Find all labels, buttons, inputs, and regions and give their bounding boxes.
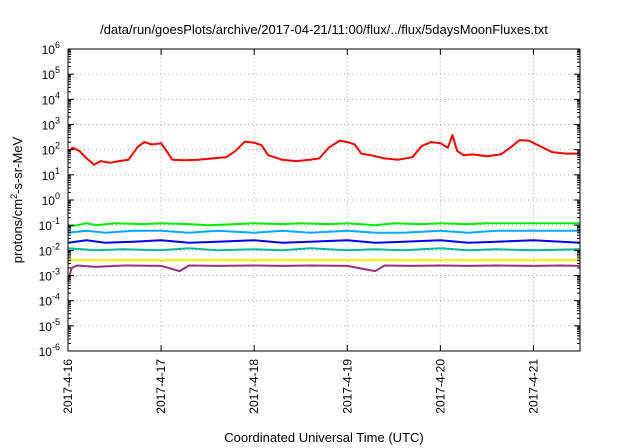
x-tick-label: 2017-4-20 [433, 359, 447, 414]
y-tick-label: 10-4 [39, 292, 60, 309]
y-tick-label: 101 [42, 166, 60, 183]
y-tick-label: 10-3 [39, 267, 60, 284]
x-tick-label: 2017-4-21 [526, 359, 540, 414]
series-line-3 [67, 229, 580, 234]
y-tick-label: 10-2 [39, 241, 60, 258]
plot-frame [67, 48, 581, 352]
y-tick-label: 104 [42, 90, 60, 107]
series-line-4 [67, 239, 581, 244]
x-tick-label: 2017-4-16 [61, 359, 75, 414]
grid [68, 49, 580, 351]
y-tick-label: 10-6 [39, 342, 60, 359]
y-axis: 10-6 10-5 10-4 10-3 10-2 10-1 100 101 102 103 104 1… [39, 40, 580, 359]
y-tick-label: 106 [42, 40, 60, 57]
x-tick-label: 2017-4-19 [340, 359, 354, 414]
y-tick-label: 102 [42, 141, 60, 158]
series-group [67, 134, 581, 282]
series-line-1 [67, 134, 580, 166]
y-axis-label: protons/cm2-s-sr-MeV [9, 136, 25, 263]
y-tick-label: 10-1 [39, 216, 60, 233]
x-tick-label: 2017-4-18 [247, 359, 261, 414]
y-tick-label: 103 [42, 116, 60, 133]
y-tick-label: 105 [42, 65, 60, 82]
x-axis-label: Coordinated Universal Time (UTC) [224, 430, 423, 445]
series-line-2 [67, 222, 580, 228]
x-tick-label: 2017-4-17 [154, 359, 168, 414]
chart-title: /data/run/goesPlots/archive/2017-04-21/1… [100, 22, 548, 37]
series-line-7 [67, 264, 581, 282]
y-tick-label: 10-5 [39, 317, 60, 334]
x-axis: 2017-4-16 2017-4-17 2017-4-18 2017-4-19 2017… [61, 49, 540, 414]
y-tick-label: 100 [42, 191, 60, 208]
series-line-5 [67, 247, 581, 252]
